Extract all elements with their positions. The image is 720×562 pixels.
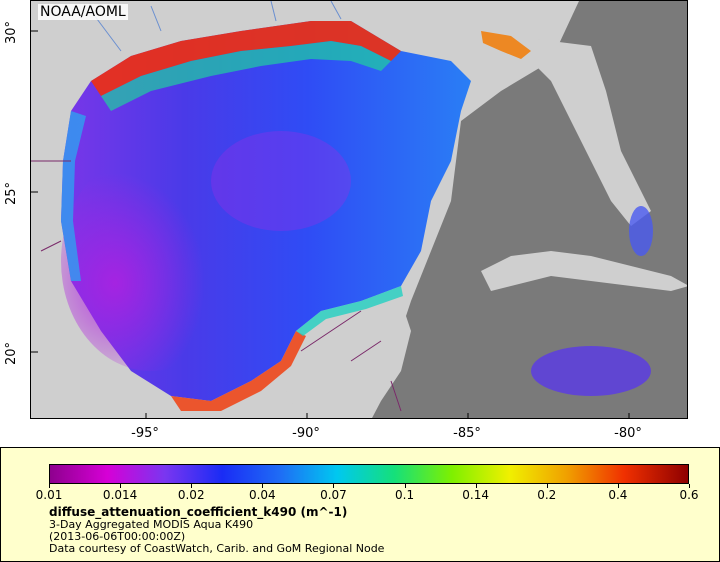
variable-name: diffuse_attenuation_coefficient_k490 (m^… (49, 505, 348, 519)
y-tick-label: 20° (4, 341, 19, 365)
colorbar-tick-mark (191, 484, 193, 488)
colorbar-tick-label: 0.04 (248, 488, 276, 502)
x-tick-label: -80° (614, 426, 642, 441)
map-panel (30, 0, 688, 419)
colorbar-tick-mark (404, 484, 406, 488)
colorbar-tick-mark (475, 484, 477, 488)
colorbar-tick-label: 0.02 (177, 488, 205, 502)
colorbar-tick-mark (120, 484, 122, 488)
coastal-band-north (91, 21, 401, 96)
colorbar-tick-label: 0.014 (102, 488, 138, 502)
colorbar-tick-mark (689, 484, 690, 488)
caribbean-data-patch (531, 346, 651, 396)
coastal-band-bay-campeche (171, 331, 306, 411)
border-line (31, 160, 402, 412)
colorbar-tick-label: 0.6 (679, 488, 699, 502)
product-description: 3-Day Aggregated MODIS Aqua K490 (49, 518, 254, 531)
yucatan-peninsula (281, 301, 411, 418)
colorbar-tick-label: 0.2 (537, 488, 557, 502)
date-label: (2013-06-06T00:00:00Z) (49, 530, 186, 543)
colorbar (49, 464, 689, 484)
coastal-band-florida (481, 31, 531, 59)
river-line (90, 1, 342, 52)
axis-ticks (31, 30, 630, 418)
colorbar-tick-mark (49, 484, 50, 488)
x-tick-label: -90° (292, 426, 320, 441)
colorbar-tick-label: 0.01 (35, 488, 63, 502)
bahamas-data-patch (629, 206, 653, 256)
org-label: NOAA/AOML (38, 4, 128, 20)
x-tick-label: -95° (131, 426, 159, 441)
coastal-band-west (61, 111, 86, 281)
cuba-island (481, 251, 687, 291)
colorbar-tick-mark (546, 484, 548, 488)
credit-text: Data courtesy of CoastWatch, Carib. and … (49, 542, 385, 555)
colorbar-tick-label: 0.07 (320, 488, 347, 502)
x-tick-label: -85° (453, 426, 481, 441)
y-tick-label: 25° (4, 181, 19, 205)
coastal-band-yucatan (296, 286, 403, 336)
k490-map (31, 1, 687, 418)
purple-patch-center (211, 131, 351, 231)
legend-panel: 0.01 0.014 0.02 0.04 0.07 0.1 0.14 0.2 0.4 0.6 di… (0, 447, 720, 562)
purple-patch-west (61, 151, 241, 371)
colorbar-tick-label: 0.14 (462, 488, 490, 502)
coastal-band-north-green (101, 41, 391, 111)
colorbar-tick-mark (333, 484, 335, 488)
y-tick-label: 30° (4, 20, 19, 44)
colorbar-tick-mark (262, 484, 264, 488)
colorbar-tick-label: 0.1 (395, 488, 415, 502)
florida-peninsula (481, 31, 651, 226)
colorbar-tick-mark (617, 484, 619, 488)
colorbar-tick-label: 0.4 (608, 488, 628, 502)
